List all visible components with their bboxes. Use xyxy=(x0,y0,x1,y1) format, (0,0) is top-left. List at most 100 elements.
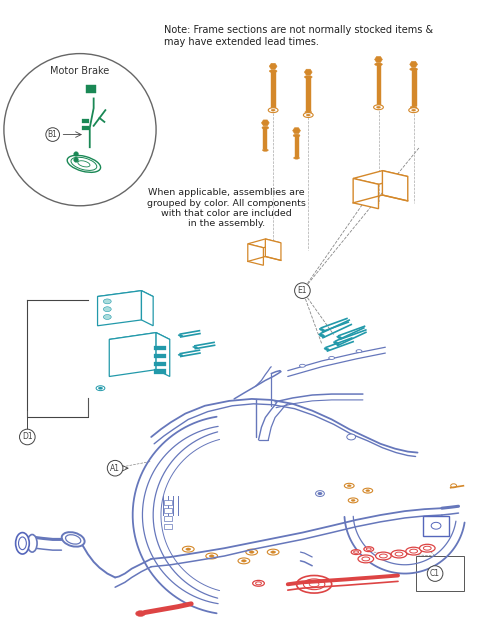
Polygon shape xyxy=(292,128,300,134)
Ellipse shape xyxy=(450,484,456,487)
Circle shape xyxy=(74,158,78,163)
Circle shape xyxy=(428,566,443,581)
Bar xyxy=(376,65,382,105)
Text: A1: A1 xyxy=(110,464,120,473)
Circle shape xyxy=(294,283,310,298)
Ellipse shape xyxy=(363,488,372,493)
Ellipse shape xyxy=(344,484,354,488)
Ellipse shape xyxy=(348,485,351,487)
Bar xyxy=(164,523,172,529)
Bar xyxy=(82,120,89,123)
Bar xyxy=(164,501,172,505)
Bar xyxy=(264,128,268,149)
Ellipse shape xyxy=(366,490,370,492)
Circle shape xyxy=(20,429,35,445)
Ellipse shape xyxy=(136,611,145,617)
Bar xyxy=(416,556,465,591)
Text: C1: C1 xyxy=(430,569,440,578)
Circle shape xyxy=(108,460,123,476)
Ellipse shape xyxy=(62,532,84,547)
Ellipse shape xyxy=(319,334,325,337)
Circle shape xyxy=(4,54,156,206)
Ellipse shape xyxy=(376,552,391,560)
Circle shape xyxy=(46,128,60,141)
Ellipse shape xyxy=(98,387,102,389)
Polygon shape xyxy=(110,332,156,377)
Text: D1: D1 xyxy=(22,432,32,441)
Ellipse shape xyxy=(412,110,416,111)
Polygon shape xyxy=(382,171,408,201)
Text: may have extended lead times.: may have extended lead times. xyxy=(164,37,319,47)
Ellipse shape xyxy=(304,75,312,78)
Ellipse shape xyxy=(300,365,306,367)
Polygon shape xyxy=(98,291,153,303)
Ellipse shape xyxy=(104,315,111,320)
Ellipse shape xyxy=(268,549,279,555)
Bar xyxy=(271,71,276,108)
Ellipse shape xyxy=(293,134,300,137)
Ellipse shape xyxy=(294,157,300,159)
Ellipse shape xyxy=(329,356,334,360)
Ellipse shape xyxy=(374,63,382,66)
Polygon shape xyxy=(353,179,378,209)
Ellipse shape xyxy=(420,544,435,552)
Ellipse shape xyxy=(391,550,407,558)
Ellipse shape xyxy=(305,111,312,113)
Ellipse shape xyxy=(252,580,264,586)
Ellipse shape xyxy=(410,106,417,108)
Polygon shape xyxy=(248,239,281,248)
Ellipse shape xyxy=(410,68,418,71)
Ellipse shape xyxy=(431,522,441,529)
Ellipse shape xyxy=(178,354,183,356)
FancyBboxPatch shape xyxy=(86,85,96,92)
Circle shape xyxy=(74,152,78,156)
Ellipse shape xyxy=(104,299,111,304)
Ellipse shape xyxy=(270,551,276,553)
Ellipse shape xyxy=(206,553,218,559)
FancyBboxPatch shape xyxy=(154,346,166,351)
Ellipse shape xyxy=(358,555,374,563)
Text: E1: E1 xyxy=(298,286,307,295)
Bar xyxy=(164,516,172,521)
Ellipse shape xyxy=(178,335,183,337)
Ellipse shape xyxy=(376,106,380,108)
Ellipse shape xyxy=(249,551,254,553)
Ellipse shape xyxy=(262,149,268,151)
Ellipse shape xyxy=(192,346,198,348)
Ellipse shape xyxy=(269,70,277,73)
Ellipse shape xyxy=(210,555,214,557)
Polygon shape xyxy=(98,291,142,326)
Ellipse shape xyxy=(364,547,374,551)
Ellipse shape xyxy=(242,560,246,562)
Ellipse shape xyxy=(268,108,278,113)
Ellipse shape xyxy=(96,385,105,391)
Ellipse shape xyxy=(271,110,275,111)
Text: Motor Brake: Motor Brake xyxy=(50,66,110,77)
Ellipse shape xyxy=(262,126,269,129)
Text: B1: B1 xyxy=(48,130,58,139)
Ellipse shape xyxy=(406,547,421,555)
Ellipse shape xyxy=(334,341,340,345)
Ellipse shape xyxy=(374,105,384,110)
Polygon shape xyxy=(269,63,277,69)
Ellipse shape xyxy=(316,491,324,496)
Ellipse shape xyxy=(348,498,358,503)
Ellipse shape xyxy=(408,108,418,113)
Ellipse shape xyxy=(16,532,30,554)
Bar xyxy=(164,508,172,513)
Text: When applicable, assemblies are
grouped by color. All components
with that color: When applicable, assemblies are grouped … xyxy=(147,188,306,229)
Bar xyxy=(412,69,416,106)
Ellipse shape xyxy=(336,336,342,339)
Bar xyxy=(82,126,89,130)
Bar xyxy=(294,135,298,157)
Ellipse shape xyxy=(375,105,382,108)
Polygon shape xyxy=(248,244,264,265)
Ellipse shape xyxy=(238,558,250,564)
Ellipse shape xyxy=(296,575,332,593)
FancyBboxPatch shape xyxy=(154,370,166,374)
FancyBboxPatch shape xyxy=(154,354,166,358)
Ellipse shape xyxy=(304,113,313,118)
Ellipse shape xyxy=(356,349,362,353)
Ellipse shape xyxy=(28,534,37,552)
Ellipse shape xyxy=(186,548,190,550)
